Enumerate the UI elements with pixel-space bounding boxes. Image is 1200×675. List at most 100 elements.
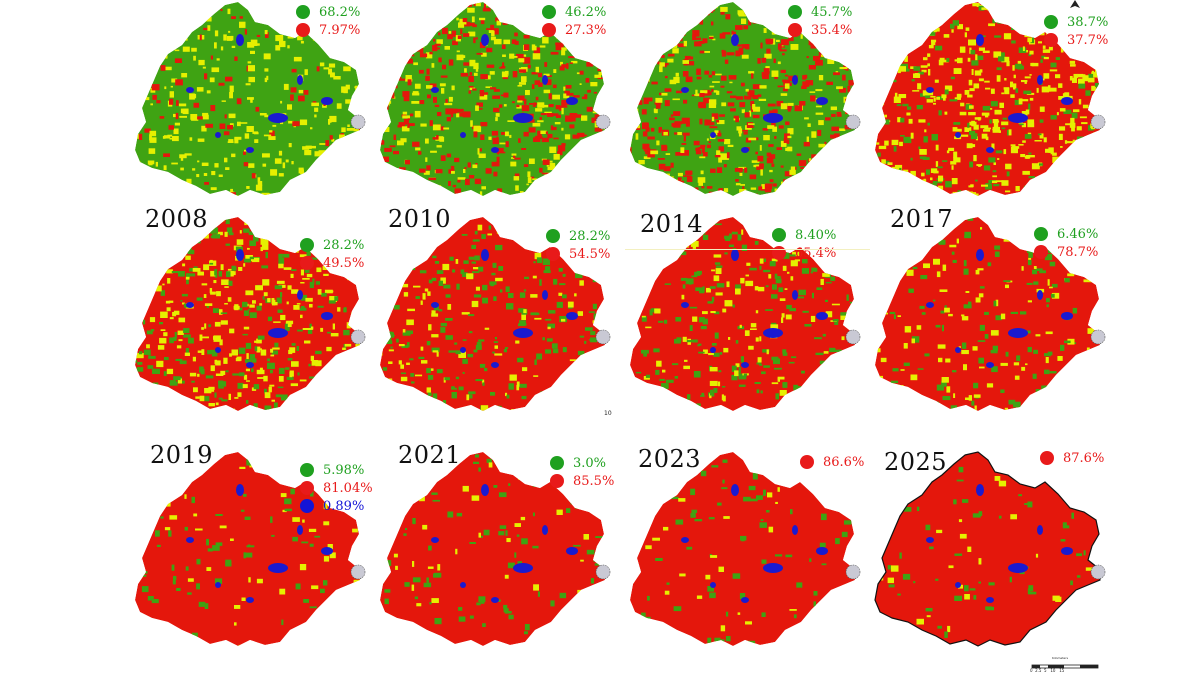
legend-dot-icon	[550, 474, 564, 488]
legend-dot-icon	[1034, 245, 1048, 259]
stat-row: 86.6%	[800, 455, 864, 469]
stat-row: 35.4%	[788, 23, 852, 37]
scale-title: Kilometers	[1052, 656, 1069, 660]
year-label-2014: 2014	[640, 210, 704, 238]
land-cover-map	[875, 217, 1106, 411]
year-label-2008: 2008	[145, 205, 209, 233]
stat-row: 46.2%	[542, 5, 606, 19]
land-cover-map	[380, 2, 611, 196]
map-panel-1	[130, 0, 370, 215]
legend-dot-icon	[788, 23, 802, 37]
stat-value: 6.46%	[1057, 226, 1099, 242]
year-label-2010: 2010	[388, 205, 452, 233]
legend-dot-icon	[1040, 451, 1054, 465]
map-panel-3	[625, 0, 865, 215]
legend-dot-icon	[772, 228, 786, 242]
legend-dot-icon	[546, 229, 560, 243]
land-cover-map	[380, 452, 611, 646]
stat-value: 7.97%	[319, 22, 361, 38]
legend-dot-icon	[542, 23, 556, 37]
year-label-2017: 2017	[890, 205, 954, 233]
legend-dot-icon	[800, 455, 814, 469]
map-panel-2025	[870, 450, 1110, 665]
stat-value: 85.5%	[573, 473, 615, 489]
divider-line	[625, 249, 870, 250]
stat-row: 45.7%	[788, 5, 852, 19]
legend-dot-icon	[300, 463, 314, 477]
stat-row: 8.40%	[772, 228, 836, 242]
stat-value: 35.4%	[811, 22, 853, 38]
map-panel-2010	[375, 215, 615, 430]
stat-value: 38.7%	[1067, 14, 1109, 30]
stat-value: 5.98%	[323, 462, 365, 478]
stat-row: 28.2%	[300, 238, 364, 252]
stat-row: 54.5%	[546, 247, 610, 261]
stat-row: 78.7%	[1034, 245, 1098, 259]
stat-value: 87.6%	[1063, 450, 1105, 466]
stat-value: 0.89%	[323, 498, 365, 514]
legend-dot-icon	[546, 247, 560, 261]
stat-value: 81.04%	[323, 480, 373, 496]
stat-value: 46.2%	[565, 4, 607, 20]
stat-row: 68.2%	[296, 5, 360, 19]
map-panel-2017	[870, 215, 1110, 430]
year-label-2025: 2025	[884, 448, 948, 476]
year-label-2023: 2023	[638, 445, 702, 473]
stat-row: 85.5%	[550, 474, 614, 488]
stat-value: 3.0%	[573, 455, 607, 471]
year-label-2021: 2021	[398, 441, 462, 469]
stat-value: 45.7%	[811, 4, 853, 20]
north-arrow-icon	[1070, 0, 1080, 8]
stat-row: 38.7%	[1044, 15, 1108, 29]
map-panel-4	[870, 0, 1110, 215]
legend-dot-icon	[542, 5, 556, 19]
stat-value: 68.2%	[319, 4, 361, 20]
legend-dot-icon	[550, 456, 564, 470]
map-panel-2	[375, 0, 615, 215]
legend-dot-icon	[300, 238, 314, 252]
stat-value: 8.40%	[795, 227, 837, 243]
stat-row: 87.6%	[1040, 451, 1104, 465]
legend-dot-icon	[296, 23, 310, 37]
stat-value: 27.3%	[565, 22, 607, 38]
legend-dot-icon	[300, 256, 314, 270]
land-cover-map	[875, 2, 1106, 196]
stray-label: 10	[604, 410, 612, 417]
stat-value: 86.6%	[823, 454, 865, 470]
stat-row: 37.7%	[1044, 33, 1108, 47]
land-cover-map	[874, 451, 1106, 647]
legend-dot-icon	[1034, 227, 1048, 241]
stat-value: 49.5%	[323, 255, 365, 271]
stat-row: 27.3%	[542, 23, 606, 37]
year-label-2019: 2019	[150, 441, 214, 469]
stat-value: 37.7%	[1067, 32, 1109, 48]
stat-row: 5.98%	[300, 463, 364, 477]
stat-row: 6.46%	[1034, 227, 1098, 241]
stat-row: 0.89%	[300, 499, 364, 513]
legend-dot-icon	[1044, 15, 1058, 29]
land-cover-map	[380, 217, 611, 411]
land-cover-map	[630, 2, 861, 196]
legend-dot-icon	[788, 5, 802, 19]
stat-row: 7.97%	[296, 23, 360, 37]
land-cover-map	[630, 217, 861, 411]
legend-dot-icon	[296, 5, 310, 19]
land-cover-map	[135, 2, 366, 196]
stat-value: 28.2%	[323, 237, 365, 253]
scale-ticks: 0 2.5 5 10 15	[1030, 668, 1065, 673]
scale-bar	[1031, 664, 1099, 669]
map-panel-2021	[375, 450, 615, 665]
stat-value: 54.5%	[569, 246, 611, 262]
land-cover-map	[630, 452, 861, 646]
legend-dot-icon	[300, 499, 314, 513]
stat-row: 3.0%	[550, 456, 606, 470]
legend-dot-icon	[1044, 33, 1058, 47]
stat-row: 28.2%	[546, 229, 610, 243]
legend-dot-icon	[300, 481, 314, 495]
map-panel-2023	[625, 450, 865, 665]
map-panel-2014	[625, 215, 865, 430]
stat-row: 49.5%	[300, 256, 364, 270]
stat-row: 81.04%	[300, 481, 373, 495]
stat-value: 28.2%	[569, 228, 611, 244]
stat-value: 78.7%	[1057, 244, 1099, 260]
